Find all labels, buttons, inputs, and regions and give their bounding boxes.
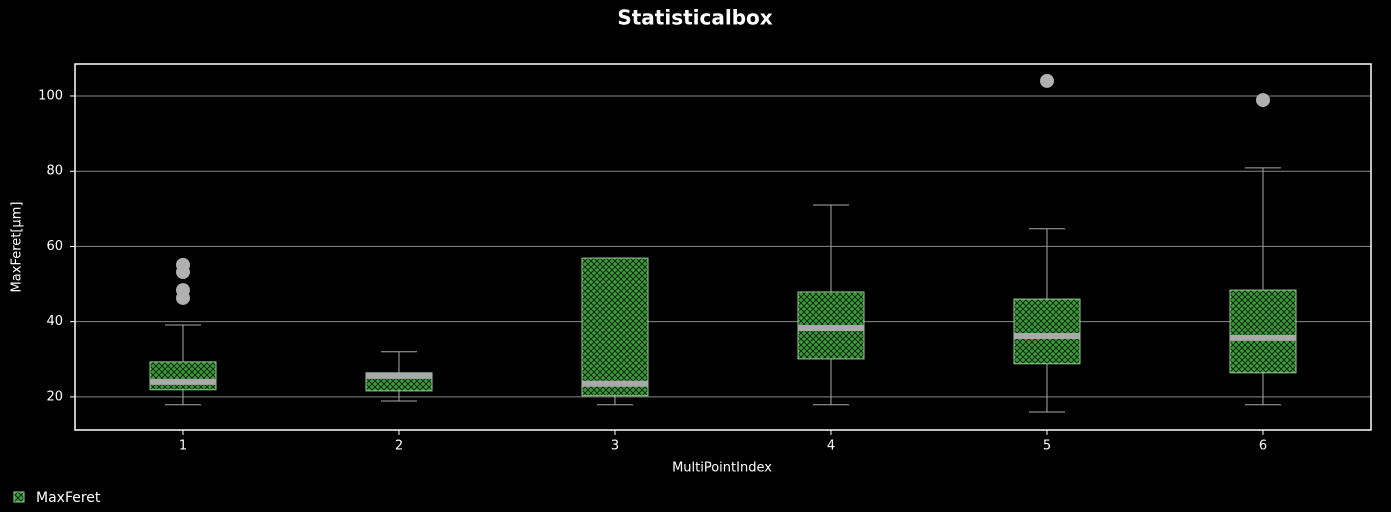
x-tick-label: 4 xyxy=(827,439,835,454)
y-tick-label: 40 xyxy=(46,314,63,329)
box xyxy=(581,257,649,397)
chart-title: Statisticalbox xyxy=(617,6,772,30)
x-tick-label: 1 xyxy=(179,439,187,454)
x-tick-label: 6 xyxy=(1259,439,1267,454)
box xyxy=(149,361,217,391)
y-tick-label: 60 xyxy=(46,239,63,254)
outlier xyxy=(176,265,190,280)
outlier xyxy=(1256,93,1270,108)
y-axis-label: MaxFeret[µm] xyxy=(10,202,25,293)
box xyxy=(1013,298,1081,365)
box xyxy=(1229,289,1297,374)
y-tick-label: 80 xyxy=(46,164,63,179)
x-axis-label: MultiPointIndex xyxy=(672,461,772,476)
plot-border xyxy=(74,63,1372,431)
y-tick-label: 100 xyxy=(38,88,63,103)
y-tick-label: 20 xyxy=(46,389,63,404)
x-tick-label: 3 xyxy=(611,439,619,454)
x-tick-label: 2 xyxy=(395,439,403,454)
x-tick-label: 5 xyxy=(1043,439,1051,454)
outlier xyxy=(1040,73,1054,88)
outlier xyxy=(176,290,190,305)
legend-swatch xyxy=(13,491,25,503)
legend-label: MaxFeret xyxy=(36,490,101,506)
